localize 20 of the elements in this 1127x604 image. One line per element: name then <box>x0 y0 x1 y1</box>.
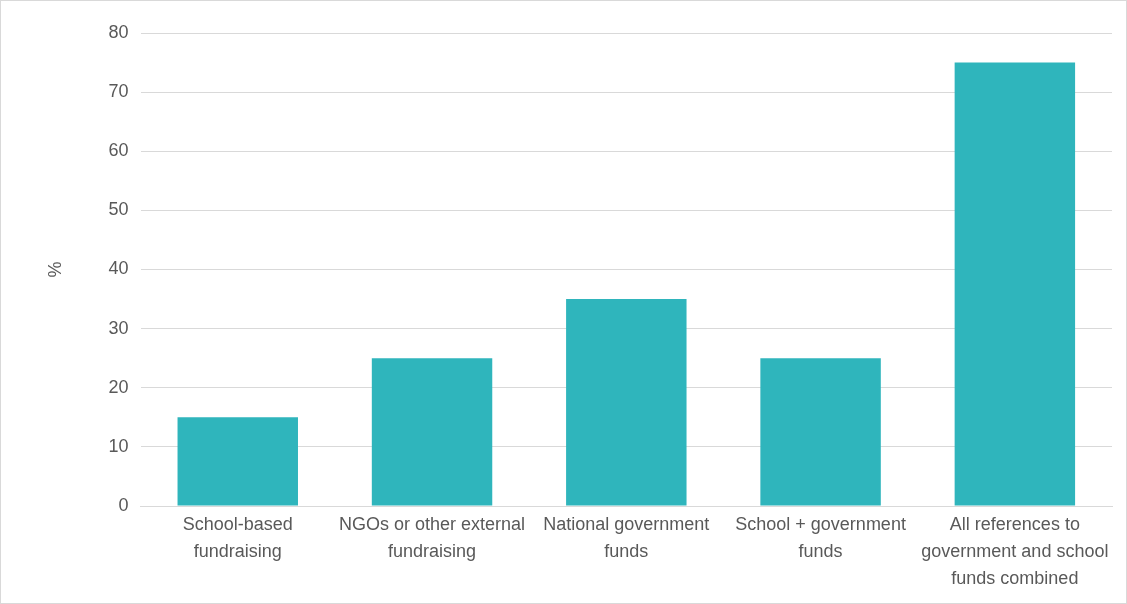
x-tick-label: National government funds <box>543 514 710 562</box>
x-tick-label: School-based fundraising <box>182 514 293 562</box>
y-tick-label: 30 <box>108 317 129 338</box>
x-tick-label: NGOs or other external fundraising <box>339 514 526 562</box>
y-axis-title: % <box>44 261 65 278</box>
bar <box>177 417 298 506</box>
x-tick-label: All references to government and school funds combined <box>921 514 1109 589</box>
y-tick-label: 60 <box>108 140 129 161</box>
bar <box>760 358 881 506</box>
y-tick-label: 70 <box>108 81 129 102</box>
bar <box>371 358 493 506</box>
y-tick-label: 20 <box>108 376 129 397</box>
y-tick-label: 80 <box>108 21 129 42</box>
y-tick-label: 40 <box>108 258 129 279</box>
bar <box>954 62 1076 506</box>
y-tick-label: 10 <box>108 435 129 456</box>
y-tick-label: 50 <box>108 199 129 220</box>
bar <box>566 299 687 506</box>
y-tick-label: 0 <box>118 494 129 515</box>
x-tick-label: School + government funds <box>735 514 906 562</box>
